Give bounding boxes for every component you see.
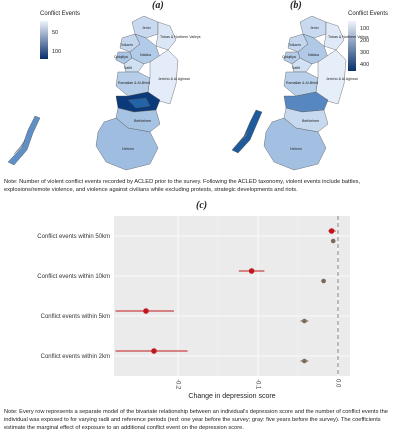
district-jericho-a [147,49,179,105]
x-tick-label: -0.1 [254,379,260,390]
legend-b-title: Conflict Events [348,11,389,17]
legend-a-colorbar [40,21,48,59]
map-label-qalqiliya-b: Qalqiliya [282,55,296,59]
legend-a-tick: 100 [52,49,62,55]
map-label-hebron-b: Hebron [290,147,302,151]
legend-b-tick: 100 [360,26,370,32]
map-label-tubas-a: Tubas & Northern Valleys [160,35,201,39]
map-label-bethlehem-b: Bethlehem [302,119,319,123]
x-tick-labels: -0.2 -0.1 0.0 [174,379,340,390]
point-estimate [248,268,255,274]
point-estimate [302,358,307,364]
map-label-tulkarm-b: Tulkarm [288,43,301,47]
district-salfit-a [123,57,145,73]
point-estimate [328,228,335,234]
x-tick-label: -0.2 [174,379,180,390]
point-estimate [302,318,307,324]
note-top: Note: Number of violent conflict events … [4,179,361,193]
legend-panel-b: Conflict Events 100 200 300 400 [348,11,398,81]
map-label-salfit-b: Salfit [292,66,300,70]
point-estimate [330,238,336,244]
gaza-strip-a [13,139,26,155]
map-label-ramallah-a: Ramallah & Al-Bireh [118,81,150,85]
panel-b-label: (b) [290,0,302,11]
legend-a-tick: 50 [52,30,59,36]
map-label-nablus-a: Nablus [140,53,151,57]
map-label-hebron-a: Hebron [122,147,134,151]
y-tick-label: Conflict events within 10km [37,274,110,280]
point-estimate [151,348,157,354]
district-jerusalem-inner-a [127,97,151,109]
point-estimate [143,308,149,314]
district-salfit-b [291,57,313,73]
map-panel-a [7,15,179,171]
gaza-strip-b [237,129,250,145]
x-axis-title: Change in depression score [188,393,275,400]
map-label-nablus-b: Nablus [308,53,319,57]
map-labels-a: Jenin Tubas & Northern Valleys Tulkarm N… [114,26,201,151]
map-label-qalqiliya-a: Qalqiliya [114,55,128,59]
y-tick-label: Conflict events within 2km [41,354,110,360]
map-label-tubas-b: Tubas & Northern Valleys [328,35,369,39]
district-hebron-a [95,117,159,171]
map-label-tulkarm-a: Tulkarm [120,43,133,47]
note-bottom: Note: Every row represents a separate mo… [4,409,388,431]
map-label-jericho-b: Jericho & Al Aghwar [326,77,359,81]
district-hebron-b [263,117,327,171]
x-tick-label: 0.0 [334,379,340,388]
legend-b-tick: 300 [360,50,370,56]
maps-svg: Jenin Tubas & Northern Valleys Tulkarm N… [7,15,369,171]
gaza-strip-a [7,115,41,166]
legend-a-title: Conflict Events [40,11,81,17]
map-label-jericho-a: Jericho & Al Aghwar [158,77,191,81]
forest-plot: Conflict events within 50km Conflict even… [37,216,350,400]
panel-c-label: (c) [196,200,208,211]
gaza-strip-b [231,109,263,154]
district-jericho-b [315,49,347,105]
plot-points [115,228,336,364]
map-labels-b: Jenin Tubas & Northern Valleys Tulkarm N… [282,26,369,151]
legend-b-colorbar [348,21,356,71]
y-tick-labels: Conflict events within 50km Conflict even… [37,234,110,360]
map-label-bethlehem-a: Bethlehem [134,119,151,123]
map-label-ramallah-b: Ramallah & Al-Bireh [286,81,318,85]
point-estimate [321,278,326,284]
legend-panel-a: Conflict Events 50 100 [40,11,90,71]
legend-b-tick: 400 [360,62,370,68]
legend-b-tick: 200 [360,38,370,44]
plot-panel [114,216,350,376]
y-tick-label: Conflict events within 50km [37,234,110,240]
y-tick-label: Conflict events within 5km [41,314,110,320]
map-panel-b [231,15,347,171]
map-label-jenin-a: Jenin [142,26,151,30]
map-label-salfit-a: Salfit [124,66,132,70]
map-label-jenin-b: Jenin [310,26,319,30]
panel-a-label: (a) [152,0,164,11]
